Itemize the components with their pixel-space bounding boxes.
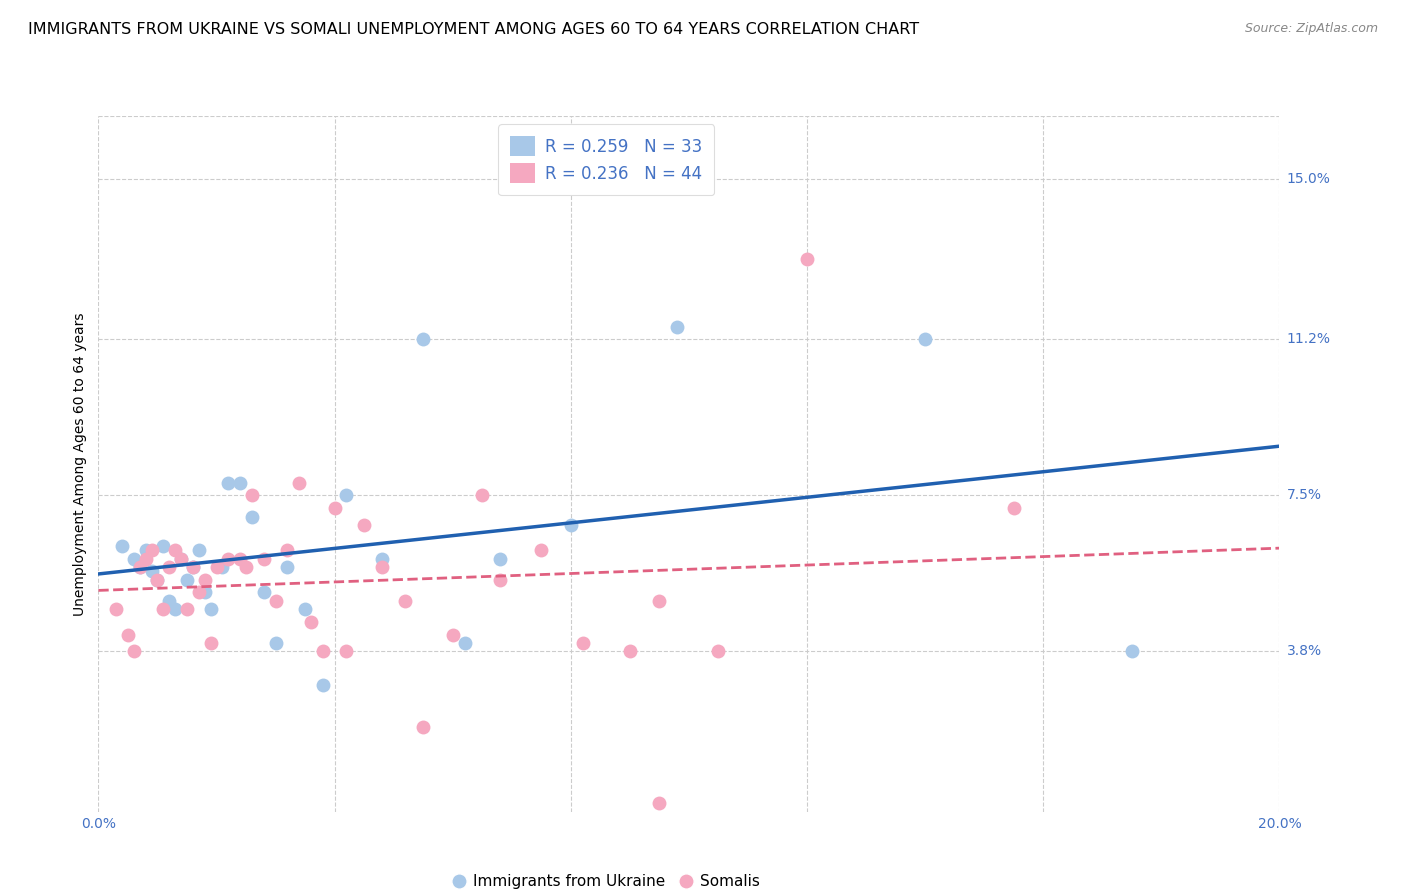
Point bbox=[194, 585, 217, 599]
Point bbox=[165, 602, 187, 616]
Point bbox=[441, 627, 464, 641]
Y-axis label: Unemployment Among Ages 60 to 64 years: Unemployment Among Ages 60 to 64 years bbox=[73, 312, 87, 615]
Point bbox=[294, 602, 316, 616]
Text: 15.0%: 15.0% bbox=[1286, 172, 1330, 186]
Point bbox=[560, 518, 582, 533]
Point bbox=[122, 644, 145, 658]
Point bbox=[253, 585, 276, 599]
Point bbox=[453, 636, 475, 650]
Point bbox=[323, 501, 346, 516]
Point bbox=[371, 560, 394, 574]
Point bbox=[648, 594, 671, 608]
Point bbox=[335, 488, 357, 502]
Point bbox=[146, 573, 169, 587]
Point bbox=[205, 560, 228, 574]
Text: 3.8%: 3.8% bbox=[1286, 645, 1322, 658]
Point bbox=[128, 560, 150, 574]
Point bbox=[353, 518, 375, 533]
Point bbox=[412, 720, 434, 734]
Point bbox=[412, 333, 434, 347]
Point bbox=[176, 573, 198, 587]
Point bbox=[122, 551, 145, 566]
Point bbox=[111, 539, 134, 553]
Point bbox=[619, 644, 641, 658]
Point bbox=[170, 551, 193, 566]
Point bbox=[299, 615, 322, 629]
Point bbox=[707, 644, 730, 658]
Point bbox=[146, 573, 169, 587]
Point bbox=[157, 560, 180, 574]
Point bbox=[240, 488, 263, 502]
Point bbox=[128, 560, 150, 574]
Point bbox=[489, 551, 512, 566]
Point bbox=[394, 594, 416, 608]
Point bbox=[571, 636, 593, 650]
Point bbox=[914, 333, 936, 347]
Point bbox=[312, 644, 335, 658]
Point bbox=[240, 509, 263, 524]
Point bbox=[471, 488, 494, 502]
Point bbox=[1002, 501, 1025, 516]
Point bbox=[1121, 644, 1143, 658]
Text: 11.2%: 11.2% bbox=[1286, 333, 1330, 346]
Point bbox=[187, 585, 209, 599]
Point bbox=[648, 797, 671, 811]
Point bbox=[194, 573, 217, 587]
Point bbox=[187, 543, 209, 558]
Point bbox=[264, 636, 287, 650]
Point bbox=[135, 551, 157, 566]
Text: Source: ZipAtlas.com: Source: ZipAtlas.com bbox=[1244, 22, 1378, 36]
Point bbox=[152, 539, 174, 553]
Point bbox=[335, 644, 357, 658]
Point bbox=[141, 565, 163, 579]
Point bbox=[105, 602, 128, 616]
Point bbox=[235, 560, 257, 574]
Point bbox=[264, 594, 287, 608]
Point bbox=[217, 551, 239, 566]
Legend: Immigrants from Ukraine, Somalis: Immigrants from Ukraine, Somalis bbox=[447, 868, 766, 892]
Point bbox=[141, 543, 163, 558]
Point bbox=[276, 560, 298, 574]
Point bbox=[229, 551, 252, 566]
Point bbox=[117, 627, 139, 641]
Point bbox=[217, 475, 239, 490]
Point bbox=[288, 475, 311, 490]
Point bbox=[666, 319, 689, 334]
Point bbox=[253, 551, 276, 566]
Point bbox=[211, 560, 233, 574]
Point bbox=[181, 560, 204, 574]
Point bbox=[170, 551, 193, 566]
Point bbox=[152, 602, 174, 616]
Point bbox=[157, 594, 180, 608]
Point bbox=[176, 602, 198, 616]
Point bbox=[165, 543, 187, 558]
Text: IMMIGRANTS FROM UKRAINE VS SOMALI UNEMPLOYMENT AMONG AGES 60 TO 64 YEARS CORRELA: IMMIGRANTS FROM UKRAINE VS SOMALI UNEMPL… bbox=[28, 22, 920, 37]
Point bbox=[200, 602, 222, 616]
Point bbox=[276, 543, 298, 558]
Text: 7.5%: 7.5% bbox=[1286, 489, 1322, 502]
Point bbox=[135, 543, 157, 558]
Point bbox=[312, 678, 335, 692]
Point bbox=[181, 560, 204, 574]
Point bbox=[489, 573, 512, 587]
Point bbox=[200, 636, 222, 650]
Point bbox=[371, 551, 394, 566]
Point bbox=[229, 475, 252, 490]
Point bbox=[796, 252, 818, 267]
Point bbox=[530, 543, 553, 558]
